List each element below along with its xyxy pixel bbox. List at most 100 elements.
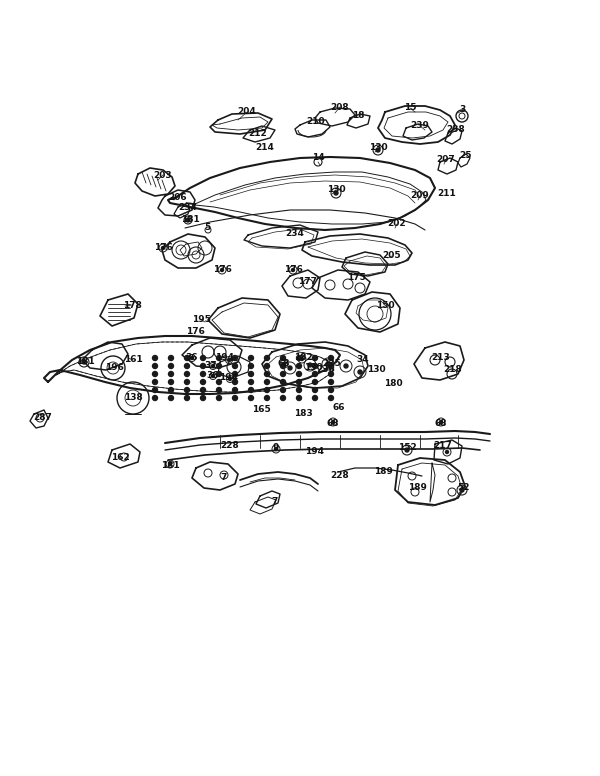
Text: 180: 180 (383, 379, 403, 387)
Text: 9: 9 (273, 444, 279, 452)
Circle shape (200, 363, 205, 369)
Circle shape (229, 377, 232, 380)
Text: 130: 130 (367, 365, 385, 375)
Circle shape (313, 379, 317, 384)
Circle shape (439, 421, 443, 424)
Circle shape (329, 372, 334, 376)
Text: 206: 206 (169, 192, 187, 202)
Circle shape (248, 363, 254, 369)
Circle shape (233, 363, 238, 369)
Text: 194: 194 (215, 352, 235, 362)
Circle shape (169, 363, 173, 369)
Circle shape (281, 372, 286, 376)
Circle shape (265, 387, 269, 393)
Circle shape (313, 396, 317, 400)
Text: 195: 195 (191, 316, 211, 324)
Text: 152: 152 (398, 444, 416, 452)
Text: 210: 210 (307, 117, 325, 126)
Text: 177: 177 (299, 276, 317, 286)
Text: 213: 213 (431, 354, 451, 362)
Text: 236: 236 (317, 365, 335, 375)
Text: 7: 7 (221, 473, 227, 483)
Circle shape (296, 396, 302, 400)
Text: 209: 209 (410, 192, 430, 200)
Text: 66: 66 (333, 403, 345, 411)
Circle shape (185, 372, 190, 376)
Circle shape (185, 355, 190, 361)
Circle shape (265, 372, 269, 376)
Circle shape (275, 448, 277, 451)
Text: 25: 25 (459, 151, 471, 160)
Text: 203: 203 (154, 171, 172, 179)
Text: 205: 205 (383, 251, 401, 261)
Text: 189: 189 (407, 483, 427, 493)
Circle shape (212, 365, 215, 368)
Text: 176: 176 (212, 265, 232, 275)
Text: 15: 15 (404, 103, 416, 113)
Text: 36: 36 (207, 370, 219, 379)
Text: 211: 211 (437, 189, 457, 198)
Circle shape (281, 387, 286, 393)
Circle shape (283, 362, 286, 365)
Circle shape (248, 372, 254, 376)
Text: 202: 202 (388, 220, 406, 228)
Text: 228: 228 (331, 470, 349, 480)
Circle shape (334, 191, 338, 195)
Text: 183: 183 (293, 410, 313, 418)
Circle shape (227, 359, 230, 362)
Text: 14: 14 (311, 154, 325, 162)
Circle shape (233, 372, 238, 376)
Circle shape (281, 396, 286, 400)
Circle shape (200, 355, 205, 361)
Circle shape (161, 247, 164, 250)
Circle shape (326, 362, 330, 366)
Circle shape (152, 355, 157, 361)
Circle shape (152, 379, 157, 384)
Circle shape (288, 366, 292, 370)
Circle shape (329, 396, 334, 400)
Text: 218: 218 (443, 365, 463, 375)
Circle shape (82, 360, 86, 364)
Circle shape (292, 268, 295, 272)
Text: 234: 234 (286, 228, 304, 237)
Circle shape (191, 356, 193, 359)
Text: 238: 238 (446, 126, 466, 134)
Circle shape (185, 396, 190, 400)
Circle shape (233, 387, 238, 393)
Text: 138: 138 (124, 393, 142, 403)
Text: 287: 287 (34, 414, 52, 422)
Text: 181: 181 (76, 358, 94, 366)
Circle shape (152, 363, 157, 369)
Circle shape (217, 379, 221, 384)
Circle shape (331, 421, 335, 424)
Circle shape (296, 363, 302, 369)
Text: 34: 34 (356, 355, 370, 365)
Circle shape (169, 372, 173, 376)
Circle shape (460, 488, 464, 492)
Text: 162: 162 (110, 453, 130, 462)
Text: 150: 150 (376, 302, 394, 310)
Text: 5: 5 (204, 223, 210, 233)
Text: 196: 196 (104, 363, 124, 372)
Circle shape (152, 372, 157, 376)
Circle shape (217, 387, 221, 393)
Circle shape (248, 396, 254, 400)
Circle shape (313, 387, 317, 393)
Circle shape (248, 379, 254, 384)
Circle shape (185, 387, 190, 393)
Circle shape (248, 355, 254, 361)
Circle shape (296, 355, 302, 361)
Circle shape (233, 396, 238, 400)
Text: 36: 36 (186, 352, 198, 362)
Circle shape (152, 396, 157, 400)
Text: 214: 214 (256, 144, 274, 153)
Text: 208: 208 (331, 102, 349, 112)
Circle shape (248, 387, 254, 393)
Text: 68: 68 (327, 420, 339, 428)
Text: 68: 68 (435, 420, 447, 428)
Text: 175: 175 (347, 273, 365, 282)
Circle shape (405, 448, 409, 452)
Circle shape (186, 218, 190, 222)
Text: 130: 130 (326, 185, 346, 195)
Circle shape (281, 355, 286, 361)
